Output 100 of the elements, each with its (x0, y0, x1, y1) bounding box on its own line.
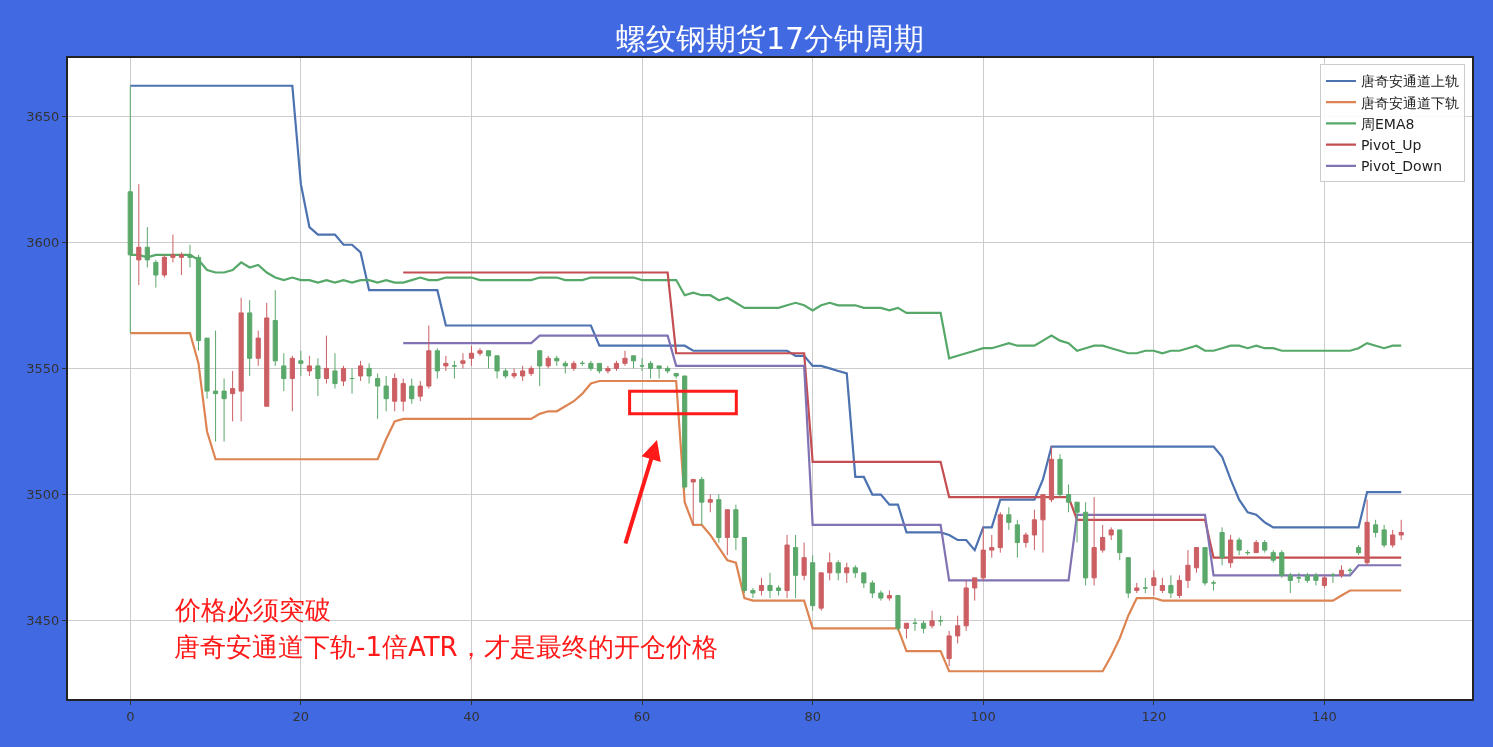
x-tick-label: 140 (1312, 708, 1337, 724)
candlestick (545, 355, 551, 369)
candlestick (1057, 453, 1063, 498)
candlestick (1151, 569, 1157, 597)
candlestick (869, 579, 875, 599)
candlestick (434, 347, 440, 379)
candlestick (929, 610, 935, 629)
candlestick (1279, 549, 1285, 579)
candlestick (221, 378, 227, 443)
candlestick (1074, 501, 1080, 544)
x-tick-label: 100 (970, 708, 996, 724)
legend-label: 唐奇安通道上轨 (1360, 73, 1459, 90)
line-series (402, 271, 1403, 559)
candlestick (920, 620, 927, 634)
candlestick (656, 365, 662, 379)
candlestick (955, 615, 961, 644)
candlestick (306, 355, 312, 377)
candlestick (1023, 531, 1029, 549)
candlestick (989, 534, 995, 559)
candlestick (272, 289, 278, 367)
candlestick (212, 330, 219, 443)
x-tick-label: 60 (633, 708, 651, 724)
candlestick (818, 572, 824, 612)
candlestick (946, 630, 952, 667)
candlestick (562, 360, 568, 374)
candlestick (1253, 539, 1259, 554)
candlestick (468, 345, 475, 367)
candlestick (810, 554, 816, 612)
candlestick (204, 337, 210, 400)
candlestick (1159, 577, 1165, 594)
candlestick (1065, 483, 1072, 513)
candlestick (1083, 501, 1089, 586)
candlestick (417, 380, 423, 402)
candlestick (622, 350, 628, 367)
candlestick (255, 330, 261, 367)
candlestick (281, 352, 287, 392)
x-tick-label: 120 (1141, 708, 1167, 724)
candlestick (775, 584, 782, 597)
candlestick (707, 494, 713, 513)
candlestick (340, 365, 347, 387)
candlestick (264, 302, 270, 407)
candlestick (571, 360, 577, 372)
candlestick (665, 365, 671, 374)
candlestick (136, 183, 142, 286)
candlestick (1014, 519, 1020, 559)
candlestick (716, 494, 722, 544)
candlestick (750, 587, 756, 599)
candlestick (230, 370, 236, 422)
candlestick (1364, 499, 1370, 566)
candlestick (170, 234, 176, 263)
candlestick (357, 360, 364, 382)
candlestick (835, 559, 841, 581)
y-tick-label: 3550 (26, 360, 60, 376)
candlestick (938, 615, 944, 627)
candlestick (1330, 572, 1336, 584)
candlestick (238, 297, 244, 422)
candlestick (630, 355, 637, 369)
candlestick (451, 360, 457, 379)
candlestick (758, 577, 765, 597)
annotation: 唐奇安通道下轨-1倍ATR，才是最终的开仓价格 (174, 632, 718, 662)
candlestick (1117, 529, 1123, 561)
candlestick (1006, 506, 1012, 531)
candlestick (1091, 496, 1097, 586)
candlestick (1347, 567, 1353, 576)
candlestick (409, 378, 415, 405)
candlestick (315, 357, 321, 397)
candlestick (289, 355, 295, 412)
candlestick (554, 355, 560, 367)
candlestick (1142, 577, 1148, 594)
candlestick (852, 564, 858, 579)
candlestick (972, 577, 978, 602)
legend-label: Pivot_Down (1360, 158, 1443, 175)
candlestick (1398, 519, 1404, 541)
candlestick (963, 579, 969, 632)
candlestick (323, 335, 330, 385)
candlestick (460, 352, 466, 369)
candlestick (673, 372, 679, 379)
candlestick (1185, 549, 1191, 589)
candlestick (1270, 549, 1276, 564)
candlestick (793, 534, 799, 599)
candlestick (1134, 582, 1140, 594)
candlestick (639, 357, 645, 372)
candlestick (178, 251, 185, 276)
candlestick (1321, 574, 1328, 589)
candlestick (1193, 547, 1200, 574)
candlestick (400, 378, 406, 412)
candlestick (1236, 536, 1242, 556)
candlestick (588, 360, 594, 372)
candlestick (912, 617, 918, 632)
candlestick (1355, 544, 1362, 556)
legend-label: 周EMA8 (1360, 115, 1415, 132)
candlestick (332, 352, 338, 390)
candlestick (1296, 572, 1302, 584)
candlestick (1373, 519, 1379, 538)
y-tick-label: 3450 (26, 613, 60, 629)
candlestick (349, 367, 355, 395)
candlestick (1100, 524, 1106, 554)
candlestick (502, 367, 509, 379)
candlestick (741, 536, 747, 594)
candlestick (1202, 547, 1208, 586)
